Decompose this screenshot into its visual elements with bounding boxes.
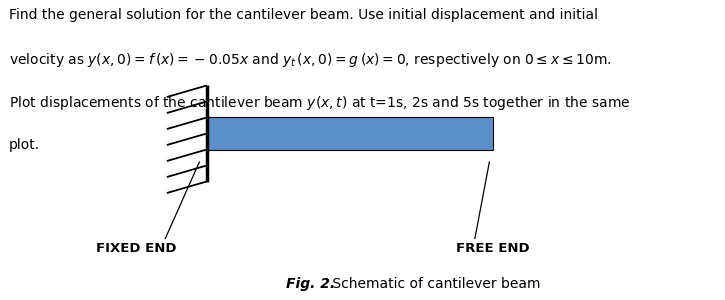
Text: Schematic of cantilever beam: Schematic of cantilever beam — [328, 277, 540, 291]
Bar — [207, 117, 493, 150]
Text: Find the general solution for the cantilever beam. Use initial displacement and : Find the general solution for the cantil… — [9, 8, 597, 22]
Text: FIXED END: FIXED END — [96, 242, 177, 254]
Text: Fig. 2.: Fig. 2. — [286, 277, 336, 291]
Text: Plot displacements of the cantilever beam $y(x,t)$ at t=1s, 2s and 5s together i: Plot displacements of the cantilever bea… — [9, 94, 630, 112]
Text: plot.: plot. — [9, 138, 40, 152]
Text: velocity as $y(x,0)= f\,(x)=-0.05x$ and $y_t\,(x,0)=g\,(x)=0$, respectively on $: velocity as $y(x,0)= f\,(x)=-0.05x$ and … — [9, 51, 611, 69]
Text: FREE END: FREE END — [456, 242, 530, 254]
